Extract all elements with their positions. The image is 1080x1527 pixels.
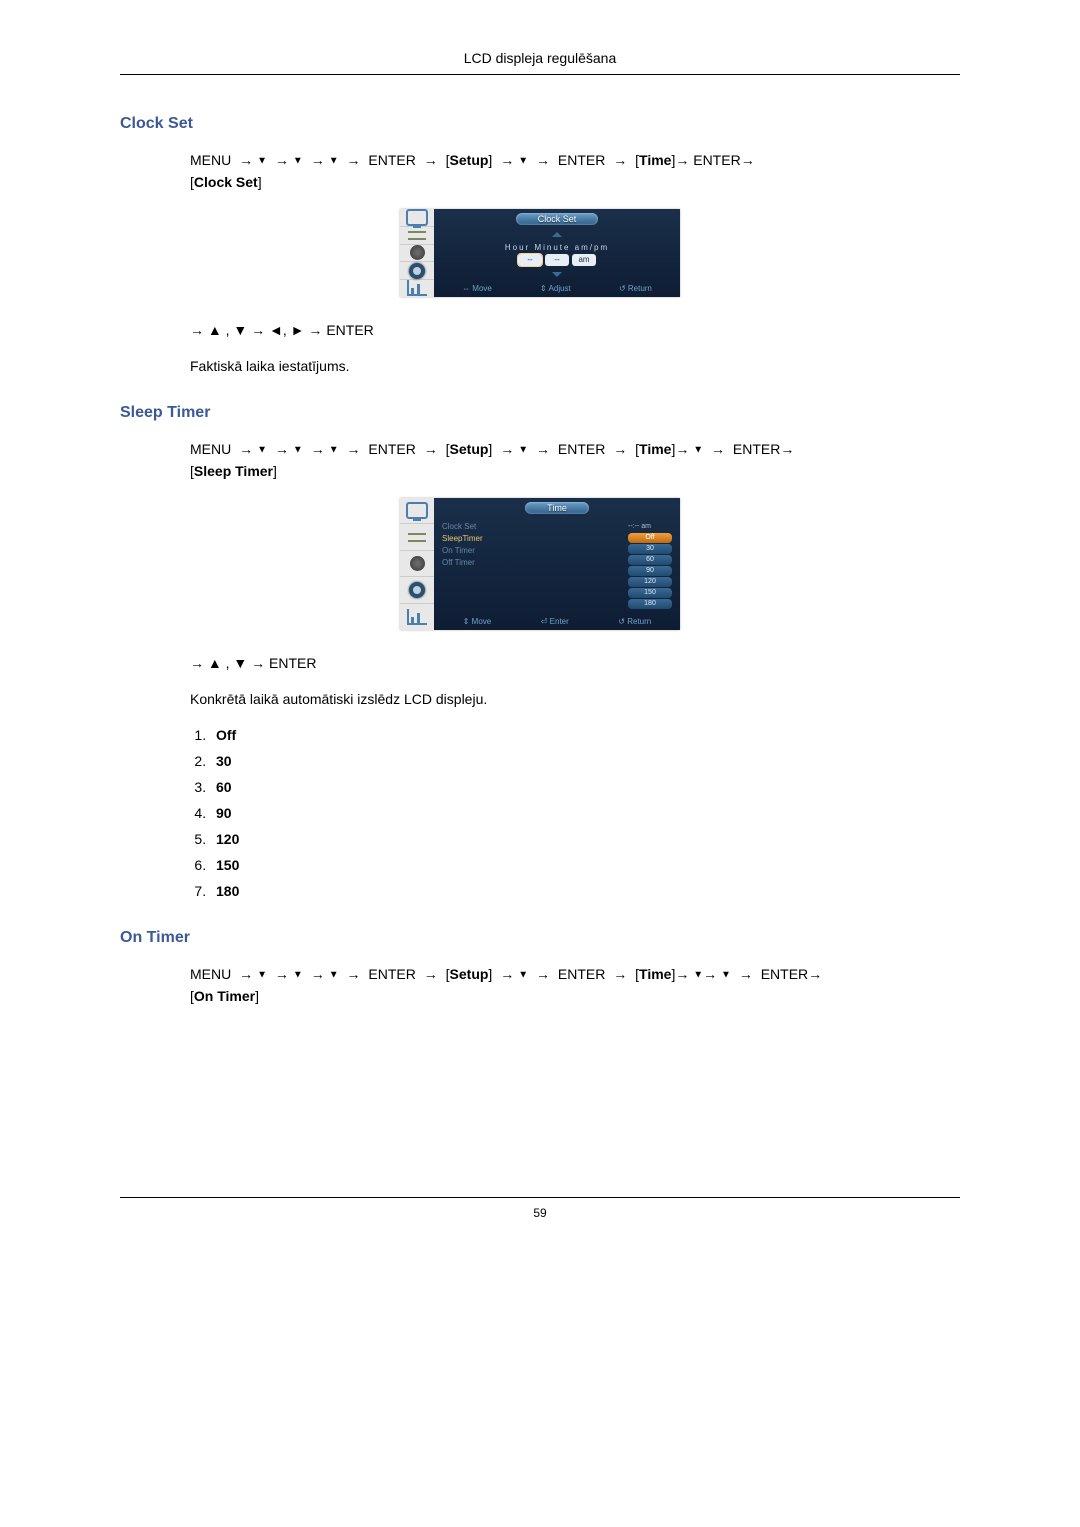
page-header: LCD displeja regulēšana: [120, 50, 960, 75]
enter-label: ENTER: [558, 966, 605, 982]
time-label: Time: [639, 966, 671, 982]
heading-sleep-timer: Sleep Timer: [120, 404, 960, 422]
dropdown-option[interactable]: 60: [628, 555, 672, 565]
dropdown-option[interactable]: 180: [628, 599, 672, 609]
menu-label: MENU: [190, 152, 231, 168]
tab-sound-icon[interactable]: [400, 245, 434, 263]
target-label: On Timer: [194, 988, 255, 1004]
enter-label: ENTER: [733, 441, 780, 457]
enter-label: ENTER: [368, 441, 415, 457]
list-item: 120: [210, 831, 960, 847]
menu-label: MENU: [190, 441, 231, 457]
menu-path-clock-set: MENU →▼ →▼ →▼ → ENTER → [Setup] →▼ → ENT…: [190, 149, 960, 194]
footer-move: ⇔ Move: [462, 284, 492, 293]
enter-label: ENTER: [558, 152, 605, 168]
nav-sequence-sleep: → ▲ , ▼ → ENTER: [190, 655, 960, 671]
tab-sound-icon[interactable]: [400, 551, 434, 578]
footer-enter: ⏎ Enter: [541, 617, 569, 626]
sleep-timer-options: Off 30 60 90 120 150 180: [190, 727, 960, 899]
tab-setup-icon[interactable]: [400, 262, 434, 280]
nav-down-icon[interactable]: [552, 272, 562, 277]
list-item: Off: [210, 727, 960, 743]
osd-tab-bar: [400, 209, 434, 297]
page-number: 59: [120, 1197, 960, 1220]
footer-return: ↺ Return: [619, 284, 652, 293]
list-item: 180: [210, 883, 960, 899]
list-item: 30: [210, 753, 960, 769]
tab-picture-icon[interactable]: [400, 498, 434, 525]
osd-tab-bar: [400, 498, 434, 630]
target-label: Sleep Timer: [194, 463, 273, 479]
clock-labels: Hour Minute am/pm: [450, 243, 664, 252]
desc-clock: Faktiskā laika iestatījums.: [190, 358, 960, 374]
osd-title: Clock Set: [516, 213, 599, 225]
item-on-timer[interactable]: On Timer: [442, 546, 624, 555]
enter-label: ENTER: [558, 441, 605, 457]
desc-sleep: Konkrētā laikā automātiski izslēdz LCD d…: [190, 691, 960, 707]
menu-path-sleep-timer: MENU →▼ →▼ →▼ → ENTER → [Setup] →▼ → ENT…: [190, 438, 960, 483]
target-label: Clock Set: [194, 174, 258, 190]
list-item: 150: [210, 857, 960, 873]
setup-label: Setup: [450, 966, 489, 982]
enter-label: ENTER: [368, 152, 415, 168]
list-item: 90: [210, 805, 960, 821]
heading-clock-set: Clock Set: [120, 115, 960, 133]
time-label: Time: [639, 152, 671, 168]
setup-label: Setup: [450, 441, 489, 457]
clock-val: --:-- am: [628, 522, 651, 532]
osd-title: Time: [525, 502, 589, 514]
dropdown-option[interactable]: Off: [628, 533, 672, 543]
tab-source-icon[interactable]: [400, 227, 434, 245]
item-off-timer[interactable]: Off Timer: [442, 558, 624, 567]
enter-label: ENTER: [693, 152, 740, 168]
list-item: 60: [210, 779, 960, 795]
dropdown-option[interactable]: 120: [628, 577, 672, 587]
tab-multi-icon[interactable]: [400, 604, 434, 630]
item-sleep-timer[interactable]: SleepTimer: [442, 534, 624, 543]
tab-source-icon[interactable]: [400, 524, 434, 551]
time-label: Time: [639, 441, 671, 457]
tab-setup-icon[interactable]: [400, 577, 434, 604]
enter-label: ENTER: [368, 966, 415, 982]
tab-multi-icon[interactable]: [400, 280, 434, 297]
footer-adjust: ⇕ Adjust: [540, 284, 571, 293]
ampm-field[interactable]: am: [572, 254, 596, 266]
osd-time: Time Clock Set SleepTimer On Timer Off T…: [400, 498, 680, 630]
nav-sequence-clock: → ▲ , ▼ → ◄, ► → ENTER: [190, 322, 960, 338]
dropdown-option[interactable]: 150: [628, 588, 672, 598]
menu-label: MENU: [190, 966, 231, 982]
heading-on-timer: On Timer: [120, 929, 960, 947]
item-clock-set[interactable]: Clock Set: [442, 522, 624, 531]
footer-return: ↺ Return: [618, 617, 651, 626]
setup-label: Setup: [450, 152, 489, 168]
dropdown-option[interactable]: 90: [628, 566, 672, 576]
osd-clock-set: Clock Set Hour Minute am/pm -- -- am ⇔ M…: [400, 209, 680, 297]
menu-path-on-timer: MENU →▼ →▼ →▼ → ENTER → [Setup] →▼ → ENT…: [190, 963, 960, 1008]
dropdown-option[interactable]: 30: [628, 544, 672, 554]
hour-field[interactable]: --: [518, 254, 542, 266]
footer-move: ⇕ Move: [463, 617, 492, 626]
minute-field[interactable]: --: [545, 254, 569, 266]
tab-picture-icon[interactable]: [400, 209, 434, 227]
enter-label: ENTER: [761, 966, 808, 982]
